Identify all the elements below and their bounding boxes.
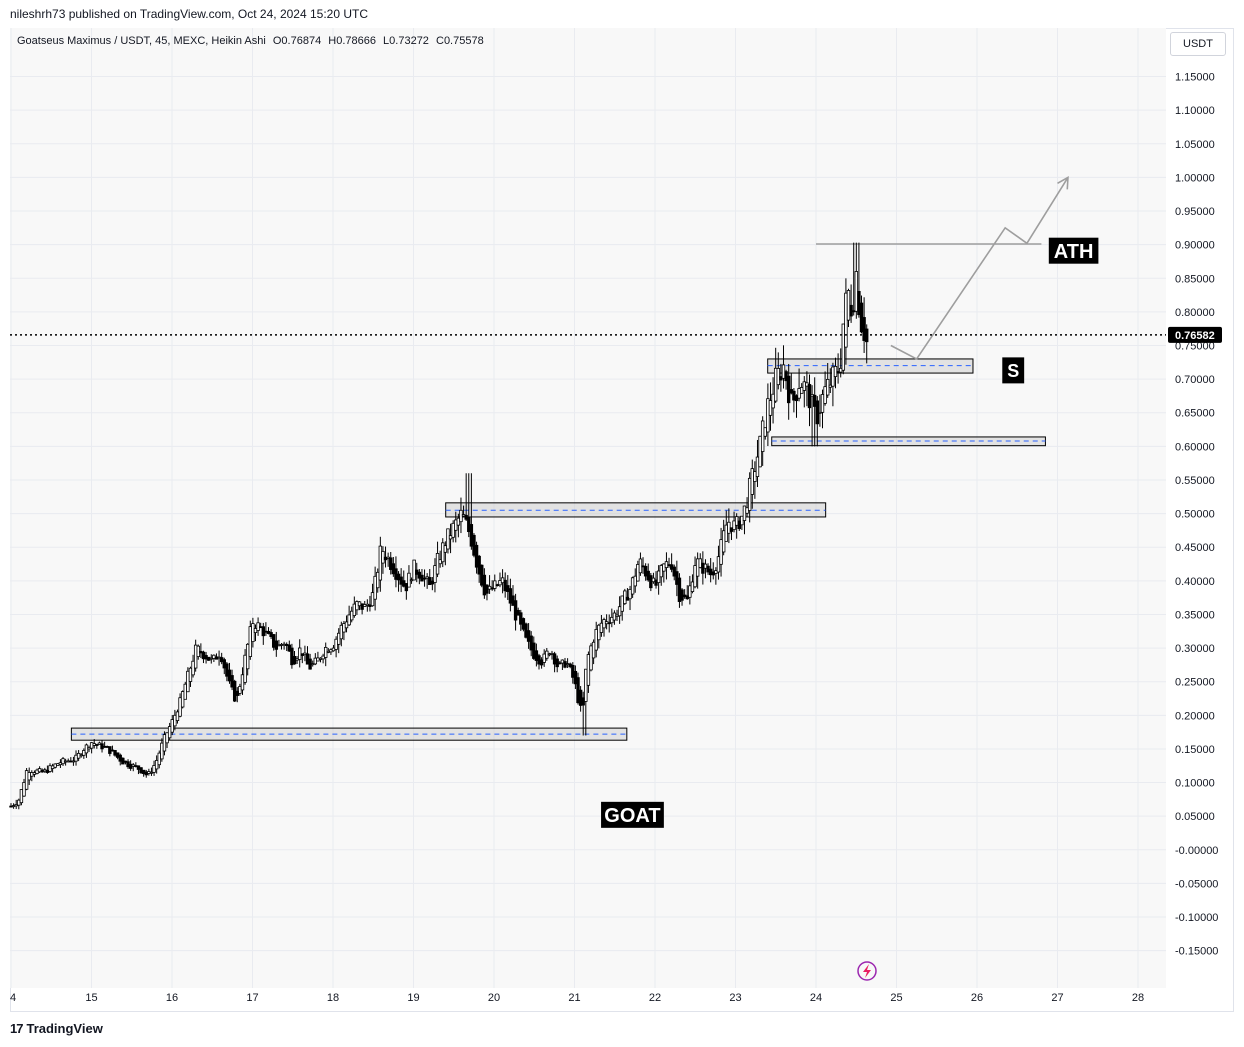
- x-tick-label: 25: [890, 992, 902, 1004]
- y-tick-label: 1.05000: [1175, 139, 1215, 151]
- x-tick-label: 27: [1051, 992, 1063, 1004]
- y-tick-label: 0.15000: [1175, 744, 1215, 756]
- candle-body: [818, 411, 822, 414]
- y-tick-label: 0.45000: [1175, 542, 1215, 554]
- x-tick-label: 20: [488, 992, 500, 1004]
- projection-arrowhead: [1057, 175, 1069, 190]
- y-tick-label: 0.85000: [1175, 273, 1215, 285]
- x-tick-label: 26: [971, 992, 983, 1004]
- y-tick-label: 0.95000: [1175, 206, 1215, 218]
- y-tick-label: 0.80000: [1175, 307, 1215, 319]
- x-tick-label: 17: [246, 992, 258, 1004]
- y-tick-label: 1.00000: [1175, 172, 1215, 184]
- y-tick-label: 0.65000: [1175, 408, 1215, 420]
- x-tick-label: 15: [85, 992, 97, 1004]
- symbol-name: Goatseus Maximus / USDT, 45, MEXC, Heiki…: [17, 35, 266, 47]
- publisher-credit: nileshrh73 published on TradingView.com,…: [10, 7, 368, 21]
- ohlc-high: H0.78666: [328, 35, 376, 47]
- y-tick-label: 0.70000: [1175, 374, 1215, 386]
- y-tick-label: -0.05000: [1175, 878, 1218, 890]
- y-tick-label: 0.20000: [1175, 710, 1215, 722]
- y-tick-label: 0.05000: [1175, 811, 1215, 823]
- x-tick-label: 18: [327, 992, 339, 1004]
- annotation-s-label: S: [1007, 361, 1019, 381]
- x-tick-label: 16: [166, 992, 178, 1004]
- x-tick-label: 28: [1132, 992, 1144, 1004]
- x-tick-label: 22: [649, 992, 661, 1004]
- currency-selector[interactable]: USDT: [1170, 32, 1226, 56]
- symbol-legend: Goatseus Maximus / USDT, 45, MEXC, Heiki…: [17, 35, 484, 47]
- y-tick-label: 0.55000: [1175, 475, 1215, 487]
- y-tick-label: -0.15000: [1175, 946, 1218, 958]
- x-tick-label: 4: [10, 992, 16, 1004]
- annotation-goat-box[interactable]: [601, 801, 664, 828]
- y-tick-label: 0.50000: [1175, 509, 1215, 521]
- y-tick-label: 0.75000: [1175, 341, 1215, 353]
- y-tick-label: 1.10000: [1175, 105, 1215, 117]
- candle-body: [422, 577, 427, 580]
- annotation-ath-label: ATH: [1054, 241, 1094, 263]
- x-tick-label: 19: [407, 992, 419, 1004]
- lightning-circle-icon[interactable]: [857, 961, 877, 981]
- plot-area[interactable]: [10, 28, 1166, 988]
- y-tick-label: 0.25000: [1175, 677, 1215, 689]
- ohlc-close: C0.75578: [436, 35, 484, 47]
- projection-path[interactable]: [890, 176, 1069, 360]
- ohlc-open: O0.76874: [272, 35, 322, 47]
- y-tick-label: 0.30000: [1175, 643, 1215, 655]
- annotation-ath-box[interactable]: [1048, 237, 1099, 264]
- y-tick-label: 0.35000: [1175, 609, 1215, 621]
- y-tick-label: 0.10000: [1175, 778, 1215, 790]
- y-tick-label: -0.10000: [1175, 912, 1218, 924]
- x-tick-label: 23: [729, 992, 741, 1004]
- ohlc-low: L0.73272: [383, 35, 429, 47]
- lightning-bolt-icon: [863, 964, 871, 978]
- tradingview-brand: TradingView: [26, 1021, 103, 1036]
- annotation-goat-label: GOAT: [604, 805, 660, 827]
- y-tick-label: -0.00000: [1175, 845, 1218, 857]
- tradingview-logo[interactable]: 17 TradingView: [10, 1021, 103, 1036]
- x-tick-label: 21: [568, 992, 580, 1004]
- y-tick-label: 0.90000: [1175, 240, 1215, 252]
- current-price-tag: [1168, 326, 1222, 343]
- x-tick-label: 24: [810, 992, 822, 1004]
- y-tick-label: 1.15000: [1175, 72, 1215, 84]
- y-tick-label: 0.40000: [1175, 576, 1215, 588]
- tradingview-logo-icon: 17: [10, 1021, 24, 1036]
- annotation-s-box[interactable]: [1002, 357, 1025, 384]
- candle-body: [95, 744, 99, 746]
- current-price-label: 0.76582: [1175, 330, 1215, 342]
- candle-body: [607, 622, 611, 625]
- y-tick-label: 0.60000: [1175, 441, 1215, 453]
